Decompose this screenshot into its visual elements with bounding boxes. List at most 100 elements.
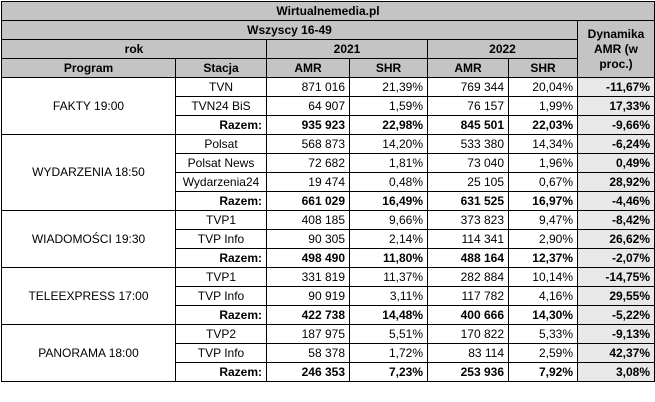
shr-2022-cell: 2,90% xyxy=(508,229,578,249)
dynamics-cell: -9,13% xyxy=(576,324,655,344)
table-row: TVN24 BiS 64 907 1,59% 76 157 1,99% 17,33% xyxy=(2,96,655,116)
amr-2022-cell: 170 822 xyxy=(427,324,509,344)
amr-2021-cell: 90 305 xyxy=(266,229,350,249)
amr-2021-cell: 187 975 xyxy=(266,324,350,344)
station-cell: TVN xyxy=(175,77,267,97)
amr-2021-cell: 72 682 xyxy=(266,153,350,173)
dynamics-cell: 28,92% xyxy=(576,172,655,192)
shr-2022-cell: 20,04% xyxy=(508,77,578,97)
amr-2021-cell: 246 353 xyxy=(266,362,350,382)
amr-2022-cell: 83 114 xyxy=(427,343,509,363)
station-cell: Razem: xyxy=(175,191,267,211)
table-row: Wydarzenia24 19 474 0,48% 25 105 0,67% 28,92% xyxy=(2,172,655,192)
dynamics-cell: 3,08% xyxy=(576,362,655,382)
program-name: FAKTY 19:00 xyxy=(1,77,176,135)
amr-2022-cell: 400 666 xyxy=(427,305,509,325)
shr-2022-cell: 22,03% xyxy=(508,115,578,135)
rok-header: rok xyxy=(1,39,267,59)
amr-2021-cell: 568 873 xyxy=(266,134,350,154)
shr-2022-cell: 5,33% xyxy=(508,324,578,344)
shr-2021-cell: 22,98% xyxy=(349,115,428,135)
dynamics-cell: -5,22% xyxy=(576,305,655,325)
shr-2021-cell: 2,14% xyxy=(349,229,428,249)
table-row: WIADOMOŚCI 19:30 TVP1 408 185 9,66% 373 823 9… xyxy=(1,210,655,268)
shr-2021-cell: 5,51% xyxy=(349,324,428,344)
table-row: FAKTY 19:00 TVN 871 016 21,39% 769 344 20,04%… xyxy=(1,77,655,135)
amr-2022-cell: 25 105 xyxy=(427,172,509,192)
dynamics-header: Dynamika AMR (w proc.) xyxy=(576,20,655,78)
amr-2022-cell: 76 157 xyxy=(427,96,509,116)
dynamics-cell: 29,55% xyxy=(576,286,655,306)
shr-2021-cell: 0,48% xyxy=(349,172,428,192)
shr-2022-cell: 0,67% xyxy=(508,172,578,192)
shr-2022-cell: 10,14% xyxy=(508,267,578,287)
station-cell: TVP1 xyxy=(175,210,267,230)
amr-2022-cell: 488 164 xyxy=(427,248,509,268)
amr-2021-cell: 498 490 xyxy=(266,248,350,268)
shr-2022-cell: 16,97% xyxy=(508,191,578,211)
table-row: TELEEXPRESS 17:00 TVP1 331 819 11,37% 282 88… xyxy=(1,267,655,325)
shr-2021-cell: 1,81% xyxy=(349,153,428,173)
station-cell: Wydarzenia24 xyxy=(175,172,267,192)
table-row: PANORAMA 18:00 TVP2 187 975 5,51% 170 822 5,3… xyxy=(1,324,655,382)
amr-2022-cell: 373 823 xyxy=(427,210,509,230)
amr-2021-cell: 661 029 xyxy=(266,191,350,211)
table-row: TVP Info 90 305 2,14% 114 341 2,90% 26,62% xyxy=(2,229,655,249)
station-cell: TVP Info xyxy=(175,286,267,306)
year-2021-header: 2021 xyxy=(266,39,428,59)
shr-2021-cell: 3,11% xyxy=(349,286,428,306)
program-name: TELEEXPRESS 17:00 xyxy=(1,267,176,325)
col-shr-2022: SHR xyxy=(508,58,578,78)
shr-2022-cell: 14,34% xyxy=(508,134,578,154)
group-title: Wszyscy 16-49 xyxy=(1,20,578,40)
table-row: WYDARZENIA 18:50 Polsat 568 873 14,20% 533 3… xyxy=(1,134,655,211)
shr-2022-cell: 1,99% xyxy=(508,96,578,116)
amr-2021-cell: 422 738 xyxy=(266,305,350,325)
shr-2021-cell: 1,72% xyxy=(349,343,428,363)
shr-2021-cell: 14,48% xyxy=(349,305,428,325)
amr-2022-cell: 533 380 xyxy=(427,134,509,154)
shr-2022-cell: 9,47% xyxy=(508,210,578,230)
col-program: Program xyxy=(1,58,176,78)
amr-2022-cell: 114 341 xyxy=(427,229,509,249)
amr-2022-cell: 769 344 xyxy=(427,77,509,97)
table-body: FAKTY 19:00 TVN 871 016 21,39% 769 344 20,04%… xyxy=(1,77,655,382)
dynamics-cell: 17,33% xyxy=(576,96,655,116)
station-cell: TVP2 xyxy=(175,324,267,344)
dynamics-cell: -14,75% xyxy=(576,267,655,287)
shr-2022-cell: 12,37% xyxy=(508,248,578,268)
table-row: TVP Info 58 378 1,72% 83 114 2,59% 42,37% xyxy=(2,343,655,363)
amr-2021-cell: 58 378 xyxy=(266,343,350,363)
table-row: Razem: 246 353 7,23% 253 936 7,92% 3,08% xyxy=(2,362,655,382)
amr-2022-cell: 282 884 xyxy=(427,267,509,287)
dynamics-cell: -11,67% xyxy=(576,77,655,97)
station-cell: TVP Info xyxy=(175,343,267,363)
shr-2021-cell: 14,20% xyxy=(349,134,428,154)
program-name: PANORAMA 18:00 xyxy=(1,324,176,382)
amr-2021-cell: 331 819 xyxy=(266,267,350,287)
shr-2022-cell: 1,96% xyxy=(508,153,578,173)
program-name: WYDARZENIA 18:50 xyxy=(1,134,176,211)
dynamics-cell: 0,49% xyxy=(576,153,655,173)
shr-2022-cell: 7,92% xyxy=(508,362,578,382)
col-shr-2021: SHR xyxy=(349,58,428,78)
station-cell: Razem: xyxy=(175,305,267,325)
shr-2021-cell: 16,49% xyxy=(349,191,428,211)
dynamics-cell: 26,62% xyxy=(576,229,655,249)
shr-2021-cell: 11,80% xyxy=(349,248,428,268)
amr-2021-cell: 935 923 xyxy=(266,115,350,135)
shr-2021-cell: 21,39% xyxy=(349,77,428,97)
dynamics-cell: -2,07% xyxy=(576,248,655,268)
dynamics-cell: -9,66% xyxy=(576,115,655,135)
dynamics-cell: -4,46% xyxy=(576,191,655,211)
shr-2021-cell: 9,66% xyxy=(349,210,428,230)
year-2022-header: 2022 xyxy=(427,39,578,59)
dynamics-cell: -8,42% xyxy=(576,210,655,230)
col-stacja: Stacja xyxy=(175,58,267,78)
amr-2022-cell: 631 525 xyxy=(427,191,509,211)
station-cell: Razem: xyxy=(175,362,267,382)
ratings-table: Wirtualnemedia.pl Wszyscy 16-49 Dynamika… xyxy=(0,1,655,382)
col-amr-2022: AMR xyxy=(427,58,509,78)
station-cell: Polsat News xyxy=(175,153,267,173)
shr-2021-cell: 11,37% xyxy=(349,267,428,287)
